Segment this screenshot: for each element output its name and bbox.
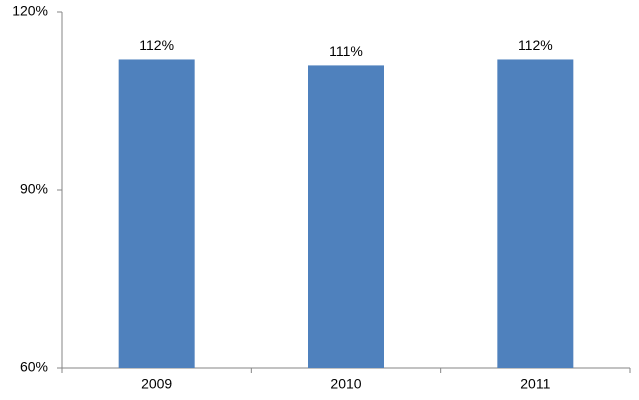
value-label: 111% [329,43,363,59]
x-tick-label: 2009 [141,376,172,392]
value-label: 112% [139,37,174,53]
x-tick-label: 2011 [520,376,550,392]
value-label: 112% [518,37,553,53]
y-tick-label: 120% [12,3,48,19]
y-tick-label: 90% [20,181,48,197]
bar [308,65,384,369]
bar [118,59,195,368]
bar [497,59,574,368]
y-tick-label: 60% [20,359,48,375]
x-tick-label: 2010 [330,376,361,392]
